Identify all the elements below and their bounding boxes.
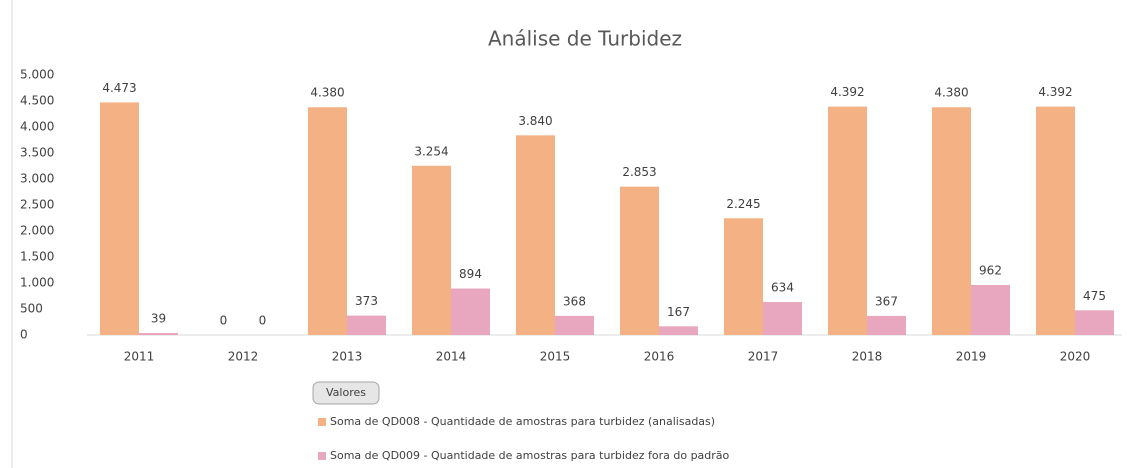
bar	[763, 302, 802, 335]
bar	[932, 107, 971, 336]
value-label: 475	[1083, 289, 1106, 303]
y-tick-label: 1.500	[20, 250, 54, 264]
y-tick-label: 4.500	[20, 94, 54, 108]
x-tick-label: 2020	[1060, 350, 1091, 364]
value-label: 367	[875, 294, 898, 308]
legend-entry: Soma de QD009 - Quantidade de amostras p…	[330, 449, 730, 462]
bar	[412, 165, 451, 335]
value-label: 167	[667, 305, 690, 319]
y-tick-label: 2.000	[20, 224, 54, 238]
legend-title: Valores	[326, 386, 366, 399]
bar	[347, 315, 386, 335]
value-label: 4.380	[934, 86, 968, 100]
bar	[1075, 310, 1114, 335]
value-label: 3.840	[518, 114, 552, 128]
bar	[451, 288, 490, 335]
value-label: 2.245	[726, 197, 760, 211]
value-label: 2.853	[622, 165, 656, 179]
x-tick-label: 2016	[644, 350, 675, 364]
legend-swatch	[318, 418, 326, 426]
bar	[100, 102, 139, 336]
x-tick-label: 2018	[852, 350, 883, 364]
bar	[620, 186, 659, 335]
value-label: 3.254	[414, 144, 448, 158]
value-label: 368	[563, 294, 586, 308]
value-label: 4.473	[102, 81, 136, 95]
value-label: 634	[771, 281, 794, 295]
y-tick-label: 1.000	[20, 276, 54, 290]
y-tick-label: 4.000	[20, 120, 54, 134]
value-label: 4.380	[310, 86, 344, 100]
y-tick-label: 2.500	[20, 198, 54, 212]
value-label: 4.392	[1038, 85, 1072, 99]
bar	[659, 326, 698, 335]
x-tick-label: 2014	[436, 350, 467, 364]
x-tick-label: 2012	[228, 350, 259, 364]
value-label: 0	[220, 314, 228, 328]
bar	[828, 106, 867, 335]
value-label: 0	[259, 314, 267, 328]
y-tick-label: 0	[20, 328, 28, 342]
x-tick-label: 2019	[956, 350, 987, 364]
bar	[516, 135, 555, 335]
y-tick-label: 3.000	[20, 172, 54, 186]
y-tick-label: 5.000	[20, 68, 54, 82]
x-tick-label: 2013	[332, 350, 363, 364]
y-tick-label: 500	[20, 302, 43, 316]
legend-entry: Soma de QD008 - Quantidade de amostras p…	[330, 415, 715, 428]
x-tick-label: 2011	[124, 350, 155, 364]
bar	[1036, 106, 1075, 335]
value-label: 39	[151, 311, 166, 325]
value-label: 962	[979, 263, 1002, 277]
bar	[971, 284, 1010, 335]
bar	[724, 218, 763, 335]
bar	[308, 107, 347, 336]
x-tick-label: 2017	[748, 350, 779, 364]
value-label: 4.392	[830, 85, 864, 99]
y-tick-label: 3.500	[20, 146, 54, 160]
x-tick-label: 2015	[540, 350, 571, 364]
value-label: 894	[459, 267, 482, 281]
value-label: 373	[355, 294, 378, 308]
field-button[interactable]	[312, 381, 380, 405]
bar	[867, 315, 906, 335]
bar	[555, 315, 594, 335]
legend-swatch	[318, 452, 326, 460]
chart-title: Análise de Turbidez	[488, 27, 682, 51]
bar	[139, 332, 178, 335]
